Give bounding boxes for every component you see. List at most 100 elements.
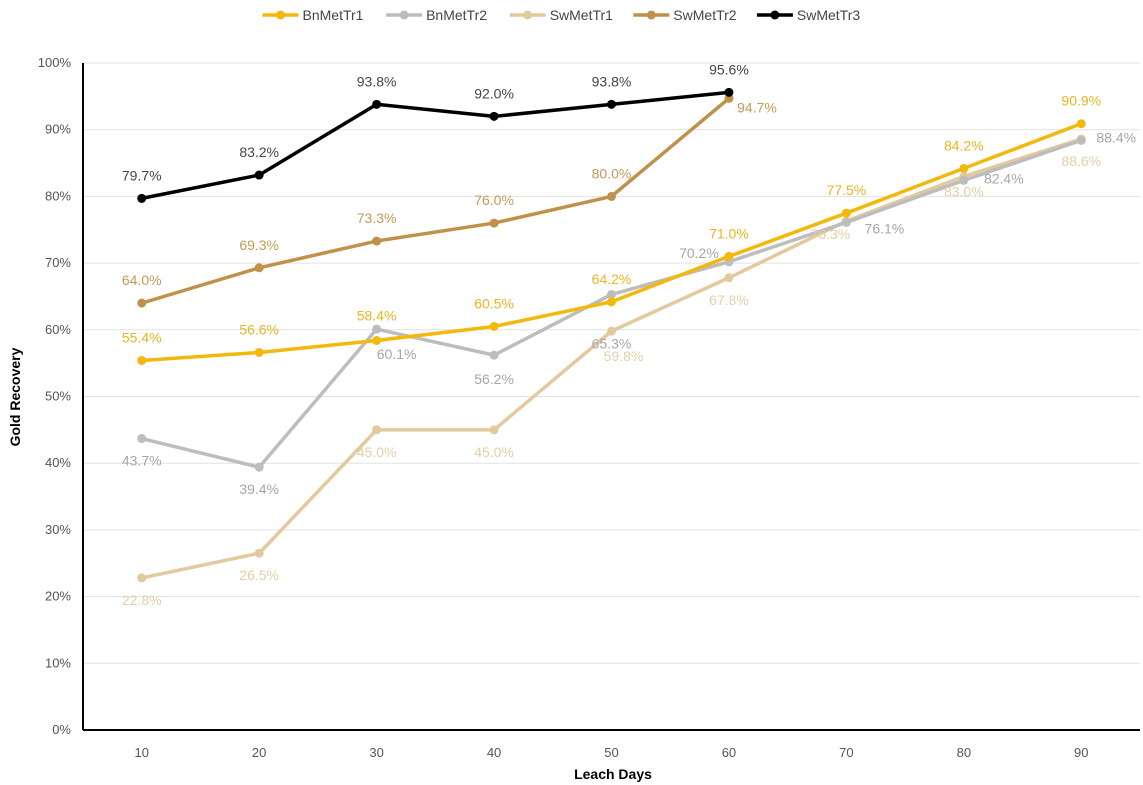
data-label-swmettr2: 64.0% [122, 272, 162, 288]
y-tick-label: 70% [45, 255, 71, 270]
data-label-bnmettr1: 64.2% [592, 271, 632, 287]
legend-item-swmettr1[interactable]: SwMetTr1 [509, 7, 613, 23]
data-point-swmettr3[interactable] [254, 170, 264, 180]
data-point-bnmettr2[interactable] [254, 462, 264, 472]
x-tick-label: 70 [839, 745, 853, 760]
legend-marker-swmettr2 [646, 10, 656, 20]
data-point-bnmettr2[interactable] [1076, 135, 1086, 145]
data-labels: 55.4% 56.6% 58.4% 60.5% 64.2% 71.0% 77.5% 84.2%… [122, 61, 1136, 608]
data-point-bnmettr1[interactable] [959, 163, 969, 173]
data-point-swmettr3[interactable] [724, 87, 734, 97]
data-label-bnmettr1: 56.6% [239, 321, 279, 337]
data-label-swmettr1: 83.0% [944, 183, 984, 199]
data-point-bnmettr2[interactable] [607, 289, 616, 299]
data-point-bnmettr1[interactable] [489, 321, 499, 331]
tick-labels: 0% 10% 20% 30% 40% 50% 60% 70% 80% 90% 100% 10 20 30 4… [38, 55, 1089, 760]
data-label-swmettr1: 26.5% [239, 567, 279, 583]
data-point-bnmettr1[interactable] [1076, 119, 1086, 129]
data-label-swmettr3: 79.7% [122, 167, 162, 183]
data-point-swmettr3[interactable] [607, 99, 616, 109]
data-point-bnmettr2[interactable] [489, 350, 499, 360]
y-axis-title: Gold Recovery [7, 347, 23, 446]
data-point-bnmettr2[interactable] [841, 217, 851, 227]
y-tick-label: 80% [45, 188, 71, 203]
data-label-swmettr1: 45.0% [357, 444, 397, 460]
data-point-bnmettr1[interactable] [607, 297, 616, 307]
axes [82, 63, 1140, 731]
data-point-swmettr3[interactable] [137, 193, 147, 203]
legend-label-swmettr2: SwMetTr2 [673, 7, 736, 23]
data-point-bnmettr2[interactable] [372, 324, 382, 334]
data-label-bnmettr1: 90.9% [1061, 93, 1101, 109]
y-tick-label: 60% [45, 322, 71, 337]
x-tick-label: 50 [604, 745, 618, 760]
data-label-swmettr1: 45.0% [474, 444, 514, 460]
data-label-swmettr3: 93.8% [357, 73, 397, 89]
series-line-swmettr3 [139, 90, 731, 201]
x-tick-label: 40 [487, 745, 501, 760]
data-point-bnmettr1[interactable] [137, 355, 147, 365]
data-point-swmettr2[interactable] [372, 236, 382, 246]
data-point-swmettr1[interactable] [137, 573, 147, 583]
data-label-swmettr1: 59.8% [604, 348, 644, 364]
data-label-bnmettr2: 60.1% [377, 346, 417, 362]
data-label-bnmettr1: 55.4% [122, 329, 162, 345]
data-point-bnmettr1[interactable] [254, 347, 264, 357]
data-label-bnmettr2: 65.3% [592, 335, 632, 351]
legend[interactable]: BnMetTr1 BnMetTr2 SwMetTr1 SwMetTr2 SwMetTr3 [262, 7, 861, 23]
data-label-bnmettr2: 82.4% [984, 170, 1024, 186]
x-tick-label: 30 [369, 745, 383, 760]
data-label-swmettr2: 80.0% [592, 165, 632, 181]
data-point-swmettr2[interactable] [607, 191, 616, 201]
data-label-swmettr1: 88.6% [1061, 153, 1101, 169]
data-point-swmettr1[interactable] [372, 425, 382, 435]
data-point-bnmettr2[interactable] [137, 434, 147, 444]
data-label-swmettr2: 94.7% [737, 99, 777, 115]
legend-marker-bnmettr1 [276, 10, 285, 20]
legend-item-bnmettr1[interactable]: BnMetTr1 [262, 7, 364, 23]
data-label-bnmettr2: 70.2% [679, 245, 719, 261]
data-label-bnmettr2: 43.7% [122, 453, 162, 469]
series-line-swmettr2 [139, 96, 731, 305]
data-label-bnmettr2: 88.4% [1096, 129, 1136, 145]
data-point-bnmettr1[interactable] [724, 251, 734, 261]
data-label-swmettr3: 92.0% [474, 85, 514, 101]
data-point-swmettr3[interactable] [489, 111, 499, 121]
y-tick-label: 100% [38, 55, 72, 70]
x-tick-label: 80 [957, 745, 971, 760]
data-point-swmettr1[interactable] [724, 273, 734, 283]
legend-label-bnmettr1: BnMetTr1 [303, 7, 364, 23]
x-tick-label: 60 [722, 745, 736, 760]
data-label-swmettr3: 83.2% [239, 144, 279, 160]
data-point-swmettr1[interactable] [254, 548, 264, 558]
data-label-bnmettr1: 71.0% [709, 225, 749, 241]
legend-item-bnmettr2[interactable]: BnMetTr2 [386, 7, 487, 23]
legend-label-swmettr1: SwMetTr1 [550, 7, 613, 23]
data-label-swmettr1: 67.8% [709, 292, 749, 308]
data-point-swmettr1[interactable] [607, 326, 616, 336]
data-point-swmettr2[interactable] [137, 298, 147, 308]
data-label-swmettr2: 76.0% [474, 192, 514, 208]
legend-marker-swmettr1 [523, 10, 533, 20]
data-point-swmettr3[interactable] [372, 99, 382, 109]
data-label-bnmettr2: 56.2% [474, 371, 514, 387]
y-tick-label: 30% [45, 522, 71, 537]
data-point-bnmettr1[interactable] [372, 335, 382, 345]
data-label-swmettr1: 22.8% [122, 592, 162, 608]
data-point-swmettr2[interactable] [489, 218, 499, 228]
data-point-bnmettr2[interactable] [959, 175, 969, 185]
data-point-swmettr1[interactable] [489, 425, 499, 435]
data-label-swmettr2: 73.3% [357, 210, 397, 226]
legend-item-swmettr2[interactable]: SwMetTr2 [633, 7, 737, 23]
legend-item-swmettr3[interactable]: SwMetTr3 [756, 7, 860, 23]
data-label-swmettr2: 69.3% [239, 237, 279, 253]
series-lines [137, 87, 1086, 583]
data-point-swmettr2[interactable] [254, 263, 264, 273]
y-tick-label: 20% [45, 589, 71, 604]
legend-marker-bnmettr2 [399, 10, 409, 20]
data-point-bnmettr1[interactable] [841, 208, 851, 218]
data-label-swmettr3: 95.6% [709, 61, 749, 77]
y-tick-label: 90% [45, 122, 71, 137]
